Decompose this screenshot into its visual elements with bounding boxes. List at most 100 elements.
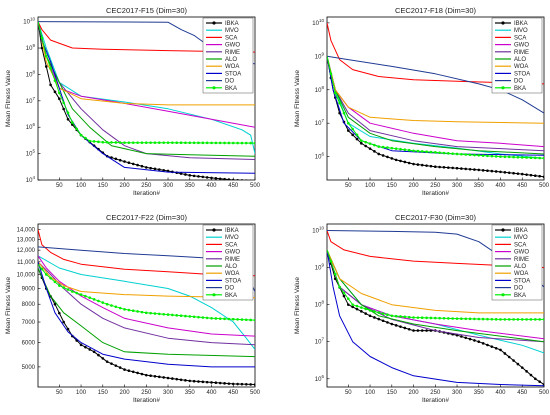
y-tick-mantissa: 12,000 — [17, 248, 36, 254]
chart-title: CEC2017-F18 (Dim=30) — [395, 6, 477, 15]
legend-label-alo: ALO — [225, 57, 237, 63]
series-marker-bka — [140, 141, 144, 144]
series-marker-bka — [131, 141, 135, 144]
series-marker-bka — [329, 72, 333, 75]
series-group — [327, 230, 544, 387]
series-marker-ibka — [197, 380, 200, 383]
x-tick-label: 500 — [539, 390, 550, 396]
series-marker-bka — [188, 315, 192, 318]
series-marker-bka — [79, 133, 83, 137]
series-marker-ibka — [486, 343, 489, 347]
series-marker-bka — [490, 154, 494, 158]
series-marker-ibka — [127, 369, 131, 372]
series-line-stoa — [327, 249, 544, 387]
y-tick-exponent: 10 — [30, 17, 36, 22]
y-tick-label: 12,000 — [17, 248, 36, 254]
series-marker-bka — [494, 155, 498, 158]
legend-marker-bka — [212, 86, 216, 90]
series-marker-ibka — [473, 339, 476, 342]
series-marker-bka — [429, 150, 433, 154]
series-marker-ibka — [507, 171, 511, 175]
series-marker-bka — [399, 315, 402, 318]
series-marker-bka — [236, 318, 239, 321]
y-tick-exponent: 7 — [321, 337, 324, 342]
series-marker-ibka — [140, 372, 144, 376]
series-marker-bka — [49, 276, 52, 280]
x-tick-label: 450 — [517, 183, 528, 189]
series-marker-bka — [381, 145, 385, 149]
series-marker-ibka — [149, 166, 152, 170]
series-line-woa — [327, 249, 544, 314]
legend-label-rime: RIME — [514, 257, 529, 263]
y-tick-mantissa: 9000 — [22, 287, 36, 293]
series-marker-ibka — [534, 377, 537, 381]
series-marker-ibka — [477, 168, 481, 172]
x-tick-label: 400 — [496, 390, 507, 396]
y-tick-exponent: 6 — [32, 122, 35, 127]
series-marker-ibka — [214, 381, 218, 385]
series-marker-ibka — [373, 150, 376, 153]
series-marker-bka — [231, 141, 235, 145]
x-tick-label: 350 — [185, 183, 196, 189]
x-axis-label: Iteration# — [422, 190, 449, 197]
series-marker-ibka — [438, 165, 441, 169]
series-marker-bka — [179, 141, 183, 145]
y-tick-mantissa: 10 — [315, 88, 322, 94]
y-tick-exponent: 6 — [321, 374, 324, 379]
series-marker-bka — [377, 145, 381, 148]
series-marker-ibka — [529, 173, 533, 177]
x-axis-label: Iteration# — [133, 190, 160, 197]
y-tick-mantissa: 10 — [315, 303, 322, 309]
y-tick-mantissa: 10 — [26, 72, 33, 78]
y-tick-label: 8000 — [22, 302, 36, 308]
series-marker-bka — [333, 272, 337, 276]
series-marker-ibka — [473, 168, 476, 171]
series-marker-bka — [71, 121, 74, 124]
series-marker-bka — [512, 318, 515, 321]
series-marker-bka — [162, 312, 165, 316]
series-marker-bka — [451, 317, 454, 320]
legend-label-alo: ALO — [514, 264, 526, 270]
x-axis-label: Iteration# — [133, 397, 160, 404]
y-tick-label: 10,000 — [17, 272, 36, 278]
series-marker-ibka — [179, 172, 183, 175]
series-marker-ibka — [390, 157, 394, 160]
series-marker-ibka — [373, 316, 376, 319]
series-marker-bka — [218, 317, 222, 320]
legend-marker-ibka — [501, 228, 505, 232]
series-marker-bka — [223, 317, 226, 321]
series-marker-ibka — [460, 335, 463, 338]
series-marker-bka — [368, 142, 372, 145]
series-marker-bka — [62, 101, 65, 105]
series-marker-bka — [240, 318, 244, 321]
chart-panel-3: 50 100 150 200 250 300 350 400 450 500 5000 6000 700… — [5, 213, 261, 404]
series-marker-bka — [123, 308, 126, 311]
y-tick-label: 107 — [26, 96, 36, 105]
series-marker-ibka — [53, 302, 57, 306]
series-marker-bka — [210, 141, 213, 145]
series-marker-bka — [468, 153, 472, 157]
series-marker-bka — [377, 311, 381, 314]
series-marker-bka — [438, 316, 441, 320]
series-marker-bka — [342, 291, 346, 295]
y-tick-label: 1010 — [312, 226, 324, 235]
series-marker-bka — [507, 318, 511, 321]
series-marker-ibka — [136, 371, 139, 375]
legend-label-stoa: STOA — [225, 278, 241, 284]
chart-title: CEC2017-F30 (Dim=30) — [395, 213, 477, 222]
series-line-sca — [327, 22, 544, 85]
series-marker-bka — [144, 141, 148, 144]
series-marker-bka — [44, 273, 48, 276]
series-marker-bka — [88, 139, 92, 143]
series-marker-ibka — [144, 373, 148, 377]
series-marker-ibka — [62, 107, 65, 111]
series-marker-ibka — [468, 337, 472, 341]
series-marker-ibka — [442, 166, 446, 169]
series-marker-bka — [329, 260, 333, 263]
series-marker-ibka — [131, 162, 135, 166]
series-marker-bka — [127, 141, 131, 144]
x-tick-label: 250 — [141, 183, 152, 189]
series-marker-ibka — [153, 374, 157, 378]
